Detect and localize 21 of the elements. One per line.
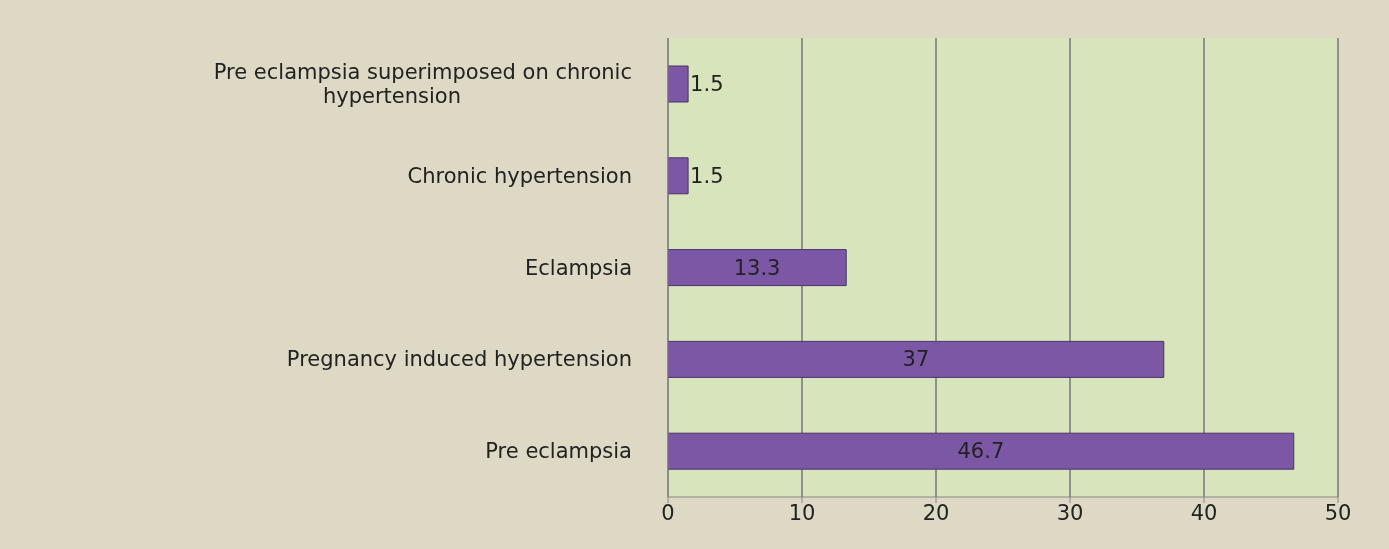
y-tick-label: Chronic hypertension [407,163,632,188]
bar [668,157,689,195]
y-tick-label: Eclampsia [525,255,632,280]
x-tick-label: 20 [922,500,950,525]
x-tick-label: 0 [661,500,675,525]
data-label: 1.5 [690,163,724,188]
x-tick-label: 10 [788,500,816,525]
data-label: 46.7 [957,439,1005,464]
data-label: 1.5 [690,72,724,96]
x-tick-label: 40 [1190,500,1218,525]
bar [668,340,1165,378]
data-label: 13.3 [733,255,781,280]
data-label: 37 [902,347,930,372]
y-tick-label: Pre eclampsia superimposed on chronic hypertension [213,59,632,108]
y-tick-label: Pre eclampsia [485,439,632,464]
x-tick-label: 30 [1056,500,1084,525]
x-tick-label: 50 [1324,500,1352,525]
y-tick-label: Pregnancy induced hypertension [286,347,632,372]
bar [668,65,689,103]
bar [668,249,847,287]
bar [668,432,1295,470]
